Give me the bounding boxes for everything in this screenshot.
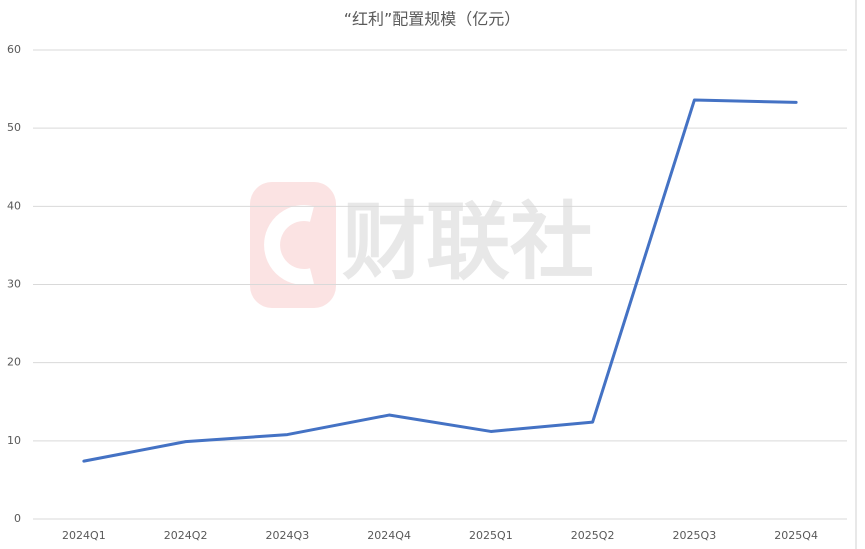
y-tick-label: 30 xyxy=(7,278,21,291)
x-tick-label: 2025Q3 xyxy=(673,529,717,542)
x-tick-label: 2024Q4 xyxy=(367,529,411,542)
watermark-logo xyxy=(250,182,336,308)
watermark: 财联社 xyxy=(342,193,594,291)
y-tick-label: 0 xyxy=(14,512,21,525)
y-tick-label: 10 xyxy=(7,434,21,447)
chart-title: “红利”配置规模（亿元） xyxy=(344,10,521,29)
x-tick-label: 2024Q2 xyxy=(164,529,208,542)
y-tick-label: 50 xyxy=(7,121,21,134)
x-tick-label: 2025Q4 xyxy=(774,529,818,542)
x-tick-label: 2024Q1 xyxy=(62,529,106,542)
data-line xyxy=(82,98,798,463)
y-tick-label: 60 xyxy=(7,43,21,56)
x-tick-label: 2025Q1 xyxy=(469,529,513,542)
y-tick-label: 40 xyxy=(7,199,21,212)
y-tick-label: 20 xyxy=(7,356,21,369)
x-tick-label: 2025Q2 xyxy=(571,529,615,542)
x-tick-label: 2024Q3 xyxy=(266,529,310,542)
